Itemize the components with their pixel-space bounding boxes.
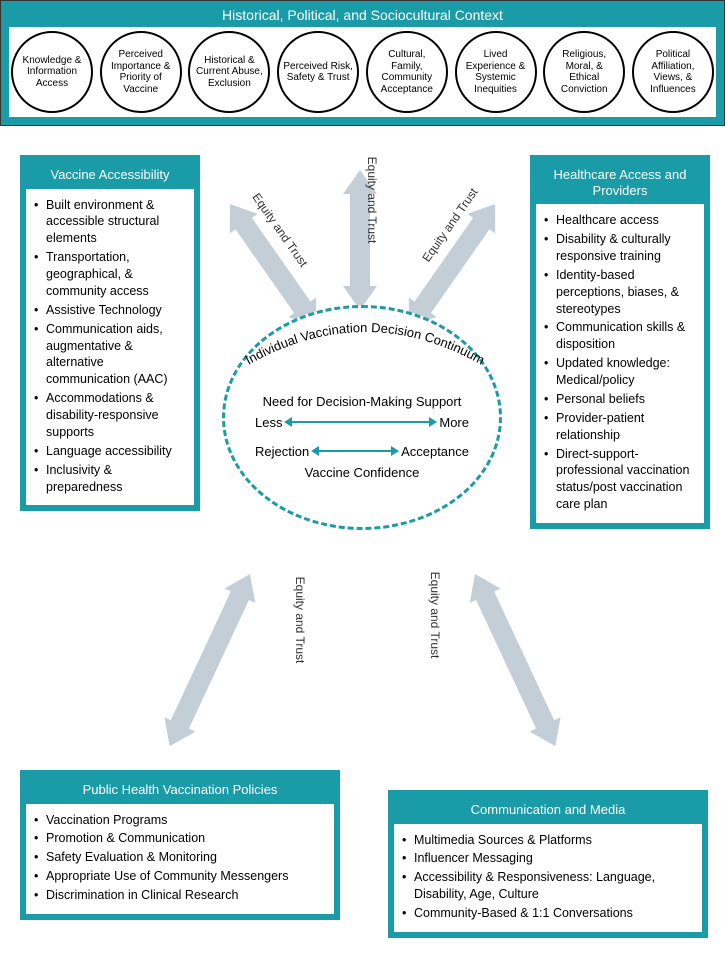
list-item: Inclusivity & preparedness <box>34 462 184 496</box>
list-item: Multimedia Sources & Platforms <box>402 832 692 849</box>
communication-box: Communication and Media Multimedia Sourc… <box>388 790 708 938</box>
list-item: Communication aids, augmentative & alter… <box>34 321 184 389</box>
list-item: Discrimination in Clinical Research <box>34 887 324 904</box>
confidence-label: Vaccine Confidence <box>305 465 420 480</box>
curved-title-text: Individual Vaccination Decision Continuu… <box>243 320 488 368</box>
support-label: Need for Decision-Making Support <box>263 394 462 409</box>
confidence-rejection: Rejection <box>255 444 309 459</box>
list-item: Accessibility & Responsiveness: Language… <box>402 869 692 903</box>
list-item: Updated knowledge: Medical/policy <box>544 355 694 389</box>
decision-continuum-ellipse: Individual Vaccination Decision Continuu… <box>222 305 502 530</box>
box-body: Vaccination ProgramsPromotion & Communic… <box>26 804 334 914</box>
list-item: Built environment & accessible structura… <box>34 197 184 248</box>
list-item: Safety Evaluation & Monitoring <box>34 849 324 866</box>
context-banner: Historical, Political, and Sociocultural… <box>0 0 725 126</box>
list-item: Healthcare access <box>544 212 694 229</box>
list-item: Transportation, geographical, & communit… <box>34 249 184 300</box>
list-item: Identity-based perceptions, biases, & st… <box>544 267 694 318</box>
context-circle: Knowledge & Information Access <box>11 31 93 113</box>
box-title: Healthcare Access and Providers <box>536 161 704 204</box>
confidence-acceptance: Acceptance <box>401 444 469 459</box>
support-arrow <box>290 421 431 423</box>
list-item: Personal beliefs <box>544 391 694 408</box>
box-title: Public Health Vaccination Policies <box>26 776 334 804</box>
confidence-row: Rejection Acceptance <box>255 444 469 459</box>
list-item: Language accessibility <box>34 443 184 460</box>
svg-text:Individual Vaccination Decisio: Individual Vaccination Decision Continuu… <box>243 320 488 368</box>
list-item: Community-Based & 1:1 Conversations <box>402 905 692 922</box>
box-body: Built environment & accessible structura… <box>26 189 194 506</box>
equity-trust-label: Equity and Trust <box>428 572 442 659</box>
support-less: Less <box>255 415 282 430</box>
equity-trust-arrow <box>326 170 394 310</box>
list-item: Influencer Messaging <box>402 850 692 867</box>
context-circle: Cultural, Family, Community Acceptance <box>366 31 448 113</box>
support-more: More <box>439 415 469 430</box>
equity-trust-arrow <box>139 560 281 761</box>
box-list: Multimedia Sources & PlatformsInfluencer… <box>402 832 692 922</box>
box-title: Communication and Media <box>394 796 702 824</box>
vaccine-accessibility-box: Vaccine Accessibility Built environment … <box>20 155 200 511</box>
box-list: Vaccination ProgramsPromotion & Communic… <box>34 812 324 904</box>
list-item: Disability & culturally responsive train… <box>544 231 694 265</box>
box-title: Vaccine Accessibility <box>26 161 194 189</box>
box-body: Multimedia Sources & PlatformsInfluencer… <box>394 824 702 932</box>
equity-trust-label: Equity and Trust <box>293 577 307 664</box>
list-item: Appropriate Use of Community Messengers <box>34 868 324 885</box>
equity-trust-label: Equity and Trust <box>365 157 379 244</box>
support-row: Less More <box>255 415 469 430</box>
curved-title-svg: Individual Vaccination Decision Continuu… <box>225 312 505 372</box>
context-circle: Historical & Current Abuse, Exclusion <box>188 31 270 113</box>
list-item: Assistive Technology <box>34 302 184 319</box>
list-item: Accommodations & disability-responsive s… <box>34 390 184 441</box>
context-circle: Perceived Importance & Priority of Vacci… <box>100 31 182 113</box>
context-circle: Religious, Moral, & Ethical Conviction <box>543 31 625 113</box>
context-circles-row: Knowledge & Information Access Perceived… <box>9 27 716 117</box>
policies-box: Public Health Vaccination Policies Vacci… <box>20 770 340 920</box>
list-item: Vaccination Programs <box>34 812 324 829</box>
context-circle: Perceived Risk, Safety & Trust <box>277 31 359 113</box>
confidence-arrow <box>317 450 393 452</box>
context-title: Historical, Political, and Sociocultural… <box>9 7 716 23</box>
healthcare-box: Healthcare Access and Providers Healthca… <box>530 155 710 529</box>
equity-trust-arrow <box>444 560 586 761</box>
list-item: Communication skills & disposition <box>544 319 694 353</box>
list-item: Promotion & Communication <box>34 830 324 847</box>
context-circle: Political Affiliation, Views, & Influenc… <box>632 31 714 113</box>
list-item: Direct-support-professional vaccination … <box>544 446 694 514</box>
box-list: Built environment & accessible structura… <box>34 197 184 496</box>
context-circle: Lived Experience & Systemic Inequities <box>455 31 537 113</box>
box-list: Healthcare access Disability & culturally… <box>544 212 694 513</box>
box-body: Healthcare access Disability & culturally… <box>536 204 704 523</box>
list-item: Provider-patient relationship <box>544 410 694 444</box>
